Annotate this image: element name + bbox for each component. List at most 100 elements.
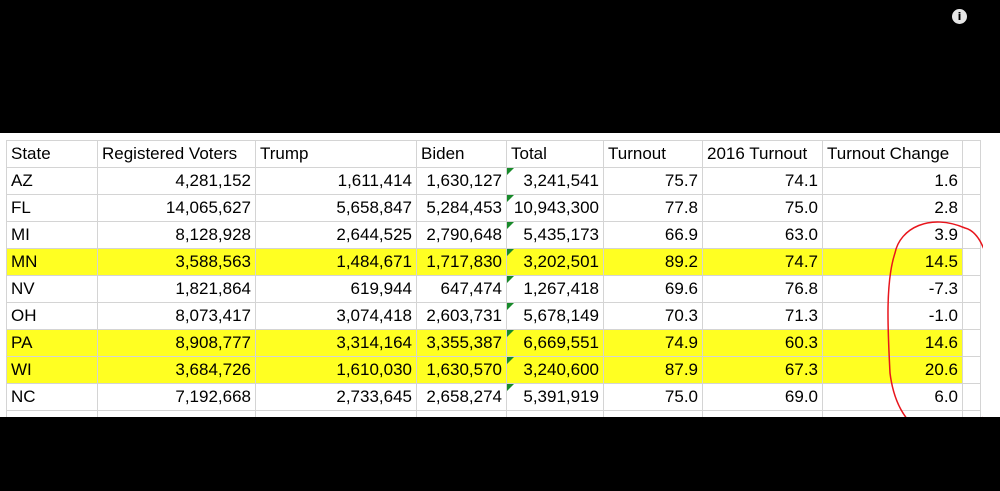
- cell-turnout[interactable]: 66.9: [603, 221, 703, 249]
- cell-total[interactable]: 3,202,501: [506, 248, 604, 276]
- header-total[interactable]: Total: [506, 140, 604, 168]
- cell-biden[interactable]: 1,630,127: [416, 167, 507, 195]
- voter-turnout-table: State Registered Voters Trump Biden Total Tur…: [6, 140, 981, 417]
- cell-registered-voters[interactable]: 8,908,777: [97, 329, 256, 357]
- cell-state[interactable]: NC: [6, 383, 98, 411]
- cell-state[interactable]: NV: [6, 275, 98, 303]
- cell-state[interactable]: MI: [6, 221, 98, 249]
- cell-state[interactable]: PA: [6, 329, 98, 357]
- cell-state[interactable]: OH: [6, 302, 98, 330]
- cell-total[interactable]: 5,435,173: [506, 221, 604, 249]
- cell-trump[interactable]: 2,644,525: [255, 221, 417, 249]
- cell-registered-voters[interactable]: 8,073,417: [97, 302, 256, 330]
- empty-cell[interactable]: [962, 167, 981, 195]
- header-turnout-change[interactable]: Turnout Change: [822, 140, 963, 168]
- cell-total[interactable]: 3,241,541: [506, 167, 604, 195]
- cell-turnout-2016[interactable]: 74.7: [702, 248, 823, 276]
- header-trump[interactable]: Trump: [255, 140, 417, 168]
- cell-total[interactable]: 1,267,418: [506, 275, 604, 303]
- header-registered-voters[interactable]: Registered Voters: [97, 140, 256, 168]
- header-row: State Registered Voters Trump Biden Total Tur…: [6, 140, 981, 168]
- cell-turnout-change[interactable]: -1.0: [822, 302, 963, 330]
- cell-registered-voters[interactable]: 3,588,563: [97, 248, 256, 276]
- info-icon[interactable]: i: [952, 9, 967, 24]
- cell-turnout[interactable]: 74.9: [603, 329, 703, 357]
- cell-turnout-change[interactable]: 20.6: [822, 356, 963, 384]
- table-row: PA 8,908,777 3,314,164 3,355,387 6,669,551 74…: [6, 329, 981, 357]
- cell-total[interactable]: 5,391,919: [506, 383, 604, 411]
- cell-registered-voters[interactable]: 3,684,726: [97, 356, 256, 384]
- cell-biden[interactable]: 3,355,387: [416, 329, 507, 357]
- cell-biden[interactable]: 1,630,570: [416, 356, 507, 384]
- cell-trump[interactable]: 3,074,418: [255, 302, 417, 330]
- cell-turnout-2016[interactable]: 63.0: [702, 221, 823, 249]
- table-row: NV 1,821,864 619,944 647,474 1,267,418 69.6 76…: [6, 275, 981, 303]
- spreadsheet-view: State Registered Voters Trump Biden Total Tur…: [0, 133, 983, 417]
- cell-biden[interactable]: 647,474: [416, 275, 507, 303]
- cell-trump[interactable]: 3,314,164: [255, 329, 417, 357]
- cell-turnout-2016[interactable]: 74.1: [702, 167, 823, 195]
- cell-turnout-2016[interactable]: 76.8: [702, 275, 823, 303]
- cell-biden[interactable]: 2,658,274: [416, 383, 507, 411]
- cell-turnout[interactable]: 87.9: [603, 356, 703, 384]
- empty-cell[interactable]: [962, 194, 981, 222]
- header-turnout-2016[interactable]: 2016 Turnout: [702, 140, 823, 168]
- cell-state[interactable]: FL: [6, 194, 98, 222]
- cell-turnout[interactable]: 75.7: [603, 167, 703, 195]
- cell-total[interactable]: 5,678,149: [506, 302, 604, 330]
- right-margin: [983, 133, 1000, 417]
- cell-total[interactable]: 6,669,551: [506, 329, 604, 357]
- header-turnout[interactable]: Turnout: [603, 140, 703, 168]
- cell-registered-voters[interactable]: 8,128,928: [97, 221, 256, 249]
- cell-turnout[interactable]: 75.0: [603, 383, 703, 411]
- cell-turnout-2016[interactable]: 71.3: [702, 302, 823, 330]
- cell-turnout-change[interactable]: 2.8: [822, 194, 963, 222]
- cell-trump[interactable]: 2,733,645: [255, 383, 417, 411]
- cell-biden[interactable]: 2,790,648: [416, 221, 507, 249]
- cell-total[interactable]: 10,943,300: [506, 194, 604, 222]
- table-row: OH 8,073,417 3,074,418 2,603,731 5,678,149 70…: [6, 302, 981, 330]
- cell-trump[interactable]: 1,484,671: [255, 248, 417, 276]
- cell-registered-voters[interactable]: 4,281,152: [97, 167, 256, 195]
- cell-trump[interactable]: 619,944: [255, 275, 417, 303]
- cell-turnout[interactable]: 69.6: [603, 275, 703, 303]
- cell-turnout-change[interactable]: 1.6: [822, 167, 963, 195]
- empty-cell[interactable]: [962, 248, 981, 276]
- cell-registered-voters[interactable]: 1,821,864: [97, 275, 256, 303]
- empty-cell[interactable]: [962, 275, 981, 303]
- cell-turnout-change[interactable]: 6.0: [822, 383, 963, 411]
- cell-trump[interactable]: 1,611,414: [255, 167, 417, 195]
- cell-turnout-2016[interactable]: 69.0: [702, 383, 823, 411]
- table-row: MI 8,128,928 2,644,525 2,790,648 5,435,173 66…: [6, 221, 981, 249]
- cell-state[interactable]: WI: [6, 356, 98, 384]
- cell-turnout-2016[interactable]: 67.3: [702, 356, 823, 384]
- empty-cell[interactable]: [962, 140, 981, 168]
- empty-cell[interactable]: [962, 329, 981, 357]
- cell-state[interactable]: AZ: [6, 167, 98, 195]
- cell-turnout[interactable]: 89.2: [603, 248, 703, 276]
- cell-total[interactable]: 3,240,600: [506, 356, 604, 384]
- cell-turnout-2016[interactable]: 60.3: [702, 329, 823, 357]
- cell-registered-voters[interactable]: 7,192,668: [97, 383, 256, 411]
- cell-turnout-change[interactable]: 3.9: [822, 221, 963, 249]
- cell-turnout-change[interactable]: -7.3: [822, 275, 963, 303]
- cell-turnout[interactable]: 70.3: [603, 302, 703, 330]
- cell-turnout-change[interactable]: 14.5: [822, 248, 963, 276]
- empty-cell[interactable]: [962, 356, 981, 384]
- empty-cell[interactable]: [962, 302, 981, 330]
- empty-cell[interactable]: [962, 221, 981, 249]
- header-biden[interactable]: Biden: [416, 140, 507, 168]
- cell-trump[interactable]: 5,658,847: [255, 194, 417, 222]
- cell-turnout-2016[interactable]: 75.0: [702, 194, 823, 222]
- table-row: FL 14,065,627 5,658,847 5,284,453 10,943,300…: [6, 194, 981, 222]
- cell-turnout-change[interactable]: 14.6: [822, 329, 963, 357]
- cell-registered-voters[interactable]: 14,065,627: [97, 194, 256, 222]
- header-state[interactable]: State: [6, 140, 98, 168]
- cell-biden[interactable]: 2,603,731: [416, 302, 507, 330]
- cell-trump[interactable]: 1,610,030: [255, 356, 417, 384]
- cell-biden[interactable]: 1,717,830: [416, 248, 507, 276]
- cell-turnout[interactable]: 77.8: [603, 194, 703, 222]
- cell-state[interactable]: MN: [6, 248, 98, 276]
- empty-cell[interactable]: [962, 383, 981, 411]
- cell-biden[interactable]: 5,284,453: [416, 194, 507, 222]
